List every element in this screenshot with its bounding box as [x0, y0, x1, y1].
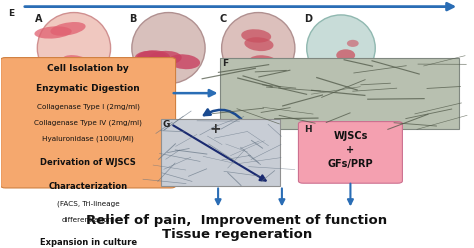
Text: Collagenase Type I (2mg/ml): Collagenase Type I (2mg/ml) [36, 104, 139, 110]
Text: Collagenase Type IV (2mg/ml): Collagenase Type IV (2mg/ml) [34, 120, 142, 126]
Text: D: D [305, 14, 312, 24]
Ellipse shape [69, 60, 98, 77]
Ellipse shape [135, 51, 168, 65]
Text: Derivation of WJSCS: Derivation of WJSCS [40, 157, 136, 167]
Ellipse shape [168, 54, 200, 69]
Text: Relief of pain,  Improvement of function: Relief of pain, Improvement of function [86, 214, 388, 227]
FancyBboxPatch shape [299, 122, 402, 183]
Ellipse shape [137, 50, 170, 64]
FancyBboxPatch shape [220, 58, 459, 129]
Text: Tissue regeneration: Tissue regeneration [162, 228, 312, 241]
Ellipse shape [132, 13, 205, 84]
Text: B: B [129, 14, 137, 24]
Text: Cell Isolation by: Cell Isolation by [47, 63, 129, 72]
Text: WJSCs
+
GFs/PRP: WJSCs + GFs/PRP [328, 131, 373, 169]
Ellipse shape [241, 29, 271, 43]
Ellipse shape [307, 15, 375, 81]
Text: Characterization: Characterization [48, 182, 128, 191]
Text: differentiation): differentiation) [61, 217, 115, 223]
Ellipse shape [35, 26, 72, 39]
Text: G: G [162, 120, 170, 129]
Text: E: E [8, 9, 14, 18]
Text: C: C [219, 14, 226, 24]
Text: +: + [210, 122, 221, 136]
Ellipse shape [50, 22, 86, 36]
Text: A: A [35, 14, 42, 24]
Ellipse shape [245, 37, 273, 51]
Ellipse shape [336, 49, 355, 61]
FancyBboxPatch shape [161, 119, 280, 186]
Text: (FACS, Tri-lineage: (FACS, Tri-lineage [57, 200, 119, 207]
Ellipse shape [149, 51, 182, 65]
FancyBboxPatch shape [0, 58, 175, 188]
Text: H: H [305, 125, 312, 134]
Text: F: F [222, 59, 228, 68]
Ellipse shape [347, 40, 359, 47]
Ellipse shape [63, 55, 95, 70]
Ellipse shape [222, 13, 295, 84]
Text: Enzymatic Digestion: Enzymatic Digestion [36, 84, 140, 93]
Text: Expansion in culture: Expansion in culture [39, 238, 137, 248]
Text: Hyaluronidase (100IU/MI): Hyaluronidase (100IU/MI) [42, 136, 134, 142]
Ellipse shape [249, 55, 278, 69]
Ellipse shape [37, 13, 110, 84]
